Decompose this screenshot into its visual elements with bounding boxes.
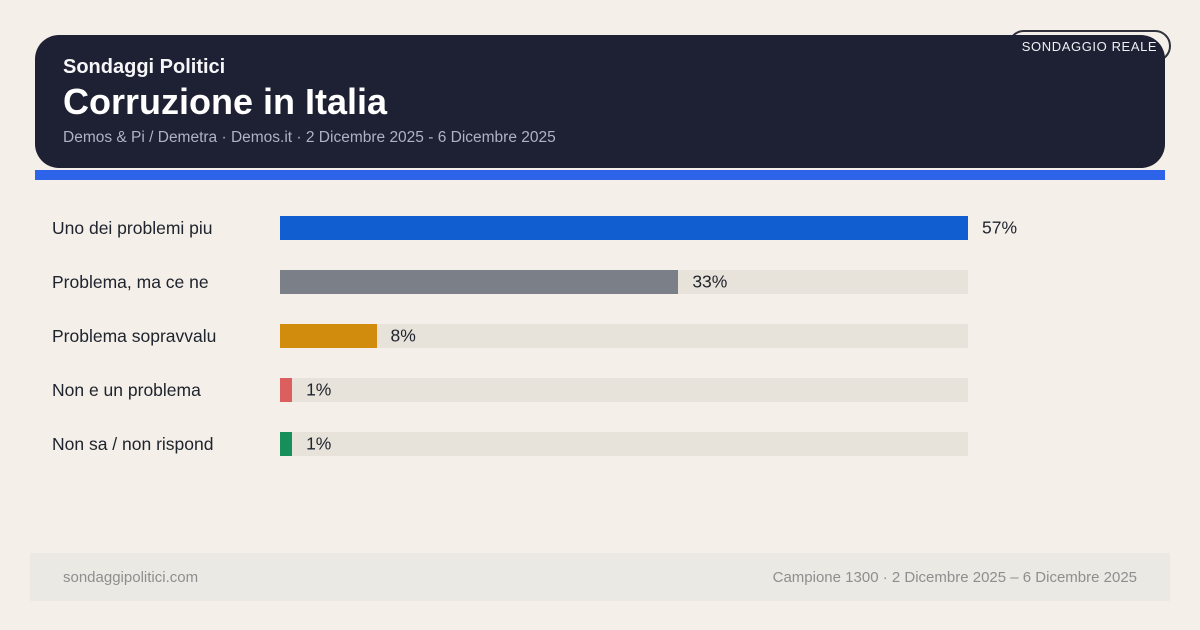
accent-stripe — [35, 170, 1165, 180]
footer-sample-info: Campione 1300 · 2 Dicembre 2025 – 6 Dice… — [772, 568, 1137, 586]
bar-chart: Uno dei problemi piu 57% Problema, ma ce n… — [52, 201, 1148, 471]
bar-value-label: 1% — [306, 433, 332, 454]
bar-track: 57% — [280, 216, 1017, 240]
chart-row: Non sa / non rispond 1% — [52, 417, 1148, 471]
bar-value-label: 1% — [306, 379, 332, 400]
bar-fill — [280, 378, 293, 402]
poll-source-line: Demos & Pi / Demetra · Demos.it · 2 Dice… — [63, 129, 556, 147]
bar-track: 8% — [280, 324, 968, 348]
chart-row: Uno dei problemi piu 57% — [52, 201, 1148, 255]
chart-row: Non e un problema 1% — [52, 363, 1148, 417]
bar-fill — [280, 324, 377, 348]
bar-category-label: Non e un problema — [52, 379, 201, 400]
bar-value-label: 33% — [692, 271, 728, 292]
footer: sondaggipolitici.com Campione 1300 · 2 D… — [30, 553, 1170, 601]
bar-category-label: Uno dei problemi piu — [52, 217, 213, 238]
site-name: Sondaggi Politici — [63, 56, 226, 78]
bar-fill — [280, 216, 968, 240]
header-card: Sondaggi Politici Corruzione in Italia D… — [35, 35, 1165, 168]
status-badge: SONDAGGIO REALE — [1021, 38, 1158, 54]
header: Sondaggi Politici Corruzione in Italia D… — [35, 30, 1171, 168]
bar-value-label: 57% — [982, 217, 1018, 238]
bar-category-label: Problema sopravvalu — [52, 325, 217, 346]
bar-track: 1% — [280, 432, 968, 456]
bar-track: 1% — [280, 378, 968, 402]
chart-row: Problema sopravvalu 8% — [52, 309, 1148, 363]
bar-category-label: Non sa / non rispond — [52, 433, 214, 454]
page-title: Corruzione in Italia — [63, 81, 388, 122]
bar-value-label: 8% — [390, 325, 416, 346]
bar-fill — [280, 270, 679, 294]
bar-category-label: Problema, ma ce ne — [52, 271, 209, 292]
bar-track: 33% — [280, 270, 968, 294]
bar-fill — [280, 432, 293, 456]
footer-website: sondaggipolitici.com — [63, 568, 199, 586]
chart-row: Problema, ma ce ne 33% — [52, 255, 1148, 309]
chart-rows: Uno dei problemi piu 57% Problema, ma ce n… — [52, 201, 1148, 471]
